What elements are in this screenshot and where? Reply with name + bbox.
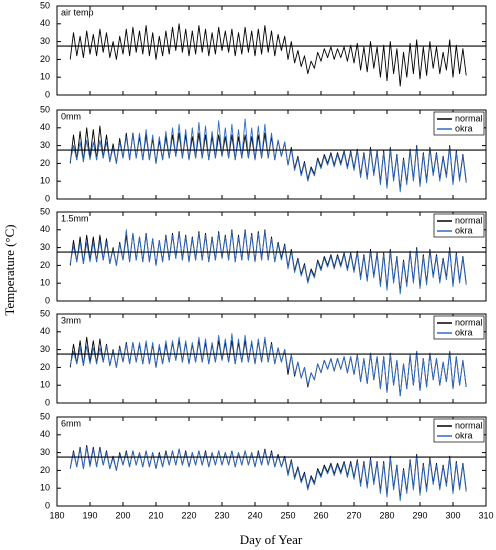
y-tick-label: 20	[40, 362, 50, 372]
panel-label: 3mm	[61, 315, 81, 325]
y-tick-label: 40	[40, 224, 50, 234]
y-tick-label: 0	[45, 500, 50, 510]
panel-frame	[56, 211, 487, 302]
data-line	[69, 333, 467, 397]
x-tick-label: 290	[412, 510, 427, 520]
y-tick-label: 30	[40, 344, 50, 354]
x-tick-label: 180	[49, 510, 64, 520]
panel-frame	[56, 5, 487, 96]
x-tick-label: 240	[247, 510, 262, 520]
x-tick-label: 230	[214, 510, 229, 520]
y-tick-label: 10	[40, 483, 50, 493]
panel-label: air temp	[61, 7, 94, 17]
y-tick-label: 40	[40, 429, 50, 439]
y-tick-label: 50	[40, 308, 50, 318]
legend-label: okra	[455, 123, 473, 133]
y-tick-label: 10	[40, 176, 50, 186]
y-tick-label: 10	[40, 380, 50, 390]
y-tick-label: 20	[40, 54, 50, 64]
y-axis-title: Temperature (°C)	[2, 224, 17, 315]
data-line	[69, 118, 467, 193]
y-tick-label: 50	[40, 0, 50, 10]
y-tick-label: 0	[45, 397, 50, 407]
legend-label: okra	[455, 327, 473, 337]
y-tick-label: 10	[40, 278, 50, 288]
y-tick-label: 20	[40, 465, 50, 475]
panel-frame	[56, 109, 487, 200]
y-tick-label: 0	[45, 295, 50, 305]
legend-label: normal	[455, 215, 483, 225]
y-tick-label: 30	[40, 36, 50, 46]
y-tick-label: 20	[40, 260, 50, 270]
legend-label: normal	[455, 317, 483, 327]
panel-label: 1.5mm	[61, 213, 89, 223]
panel-frame	[56, 313, 487, 404]
x-axis-title: Day of Year	[240, 532, 303, 547]
y-tick-label: 50	[40, 411, 50, 421]
y-tick-label: 40	[40, 122, 50, 132]
legend-label: normal	[455, 420, 483, 430]
y-tick-label: 50	[40, 206, 50, 216]
y-tick-label: 50	[40, 104, 50, 114]
y-tick-label: 30	[40, 447, 50, 457]
y-tick-label: 20	[40, 158, 50, 168]
x-tick-label: 190	[82, 510, 97, 520]
x-tick-label: 210	[148, 510, 163, 520]
y-tick-label: 40	[40, 18, 50, 28]
legend-label: okra	[455, 225, 473, 235]
data-line	[69, 229, 467, 295]
x-tick-label: 200	[115, 510, 130, 520]
panel-label: 0mm	[61, 111, 81, 121]
x-tick-label: 280	[379, 510, 394, 520]
y-tick-label: 30	[40, 140, 50, 150]
data-line	[69, 23, 467, 87]
y-tick-label: 30	[40, 242, 50, 252]
x-tick-label: 270	[346, 510, 361, 520]
x-tick-label: 220	[181, 510, 196, 520]
y-tick-label: 40	[40, 326, 50, 336]
panel-frame	[56, 416, 487, 507]
y-tick-label: 0	[45, 193, 50, 203]
data-line	[69, 446, 467, 502]
legend-label: normal	[455, 113, 483, 123]
x-tick-label: 310	[478, 510, 493, 520]
y-tick-label: 0	[45, 89, 50, 99]
x-tick-label: 260	[313, 510, 328, 520]
x-tick-label: 250	[280, 510, 295, 520]
panel-label: 6mm	[61, 418, 81, 428]
x-tick-label: 300	[445, 510, 460, 520]
y-tick-label: 10	[40, 72, 50, 82]
legend-label: okra	[455, 430, 473, 440]
